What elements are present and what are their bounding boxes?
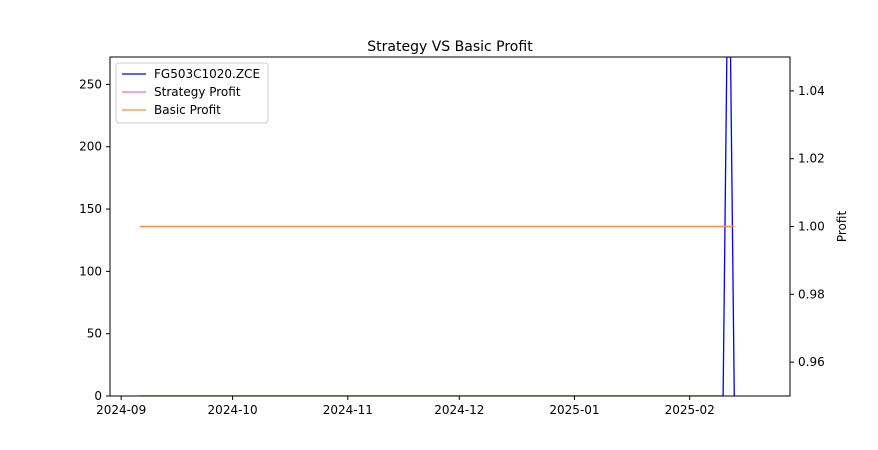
y-left-tick-label: 200 [79, 140, 102, 154]
y-axis-right: 0.96 0.98 1.00 1.02 1.04 [790, 84, 825, 369]
legend-label: Strategy Profit [154, 85, 241, 99]
legend-box [115, 62, 269, 124]
plot-series-group [139, 57, 735, 396]
legend: FG503C1020.ZCE Strategy Profit Basic Profi… [115, 62, 269, 124]
x-tick-label: 2025-02 [665, 403, 715, 417]
y-left-tick-label: 0 [94, 389, 102, 403]
chart-title: Strategy VS Basic Profit [367, 39, 533, 55]
x-tick-label: 2025-01 [549, 403, 599, 417]
x-axis: 2024-09 2024-10 2024-11 2024-12 2025-01 2025-… [96, 396, 715, 417]
y-right-tick-label: 0.98 [798, 287, 825, 301]
y-left-tick-label: 150 [79, 202, 102, 216]
y-right-tick-label: 1.04 [798, 84, 825, 98]
y-axis-right-label: Profit [835, 211, 849, 243]
y-right-tick-label: 1.02 [798, 152, 825, 166]
y-right-tick-label: 0.96 [798, 355, 825, 369]
y-axis-left: 0 50 100 150 200 250 [79, 77, 110, 403]
y-left-tick-label: 50 [87, 327, 102, 341]
y-left-tick-label: 250 [79, 77, 102, 91]
x-tick-label: 2024-11 [323, 403, 373, 417]
legend-label: FG503C1020.ZCE [154, 67, 260, 81]
y-left-tick-label: 100 [79, 264, 102, 278]
x-tick-label: 2024-09 [96, 403, 146, 417]
y-right-tick-label: 1.00 [798, 220, 825, 234]
x-tick-label: 2024-12 [434, 403, 484, 417]
legend-label: Basic Profit [154, 103, 221, 117]
series-line-0 [139, 57, 735, 396]
x-tick-label: 2024-10 [208, 403, 258, 417]
